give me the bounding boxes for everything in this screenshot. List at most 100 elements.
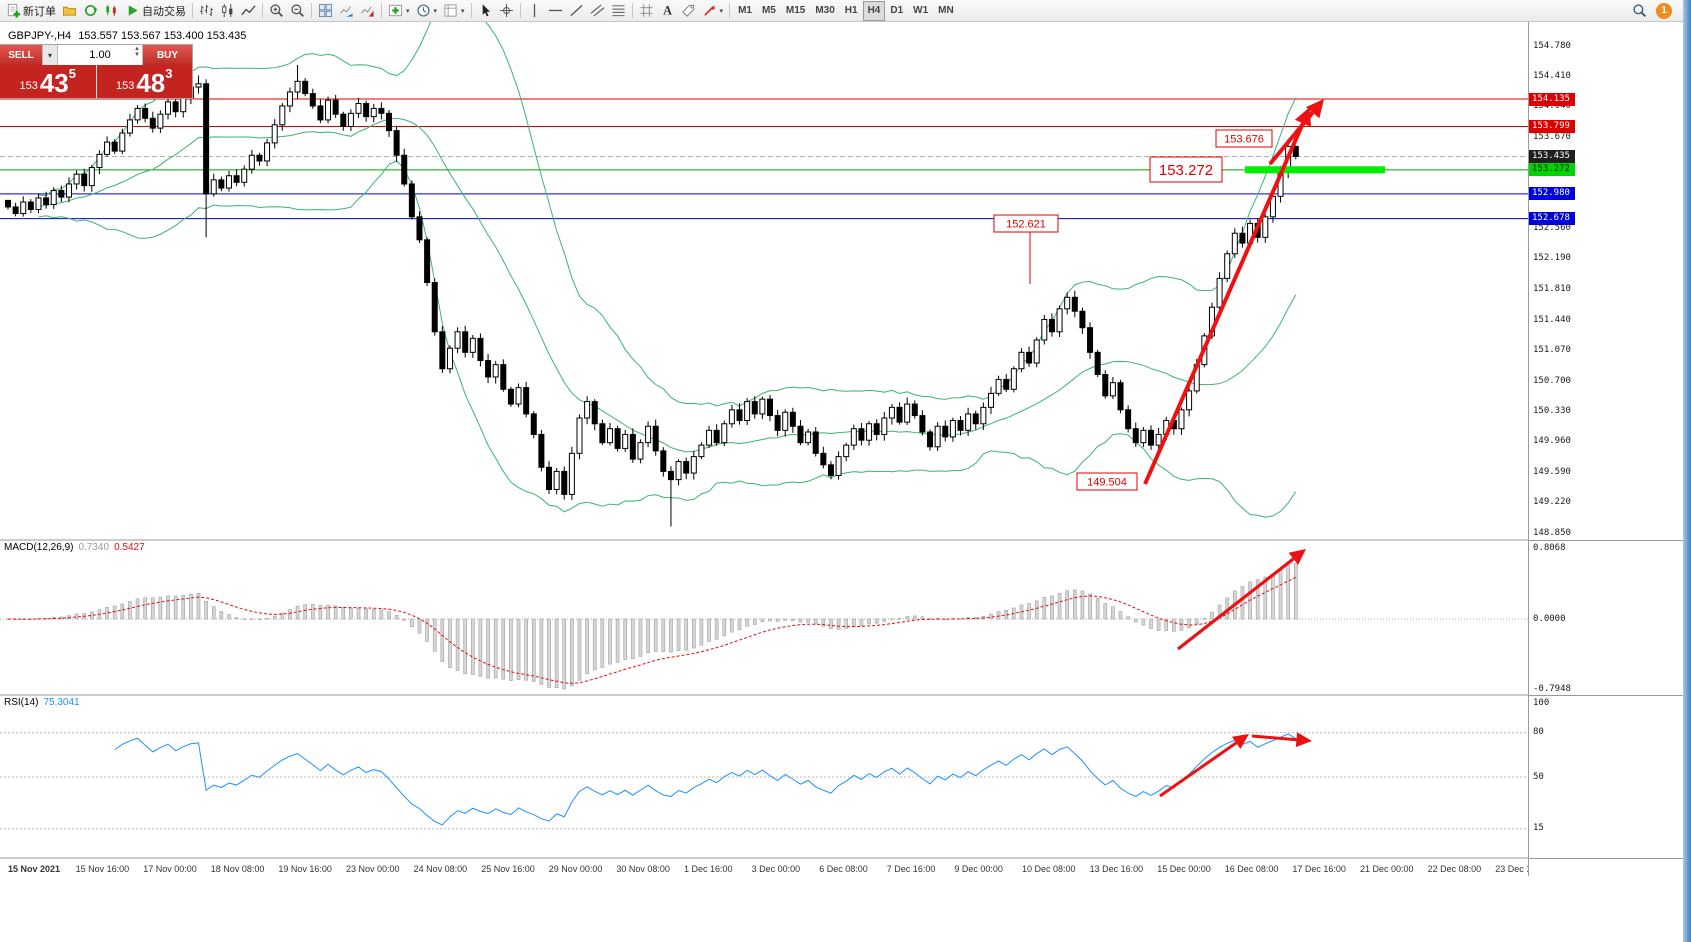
price-axis[interactable]: 154.780154.410154.040153.670153.300152.9… [1528, 22, 1683, 876]
svg-text:13 Dec 16:00: 13 Dec 16:00 [1090, 864, 1144, 874]
svg-text:17 Dec 16:00: 17 Dec 16:00 [1292, 864, 1346, 874]
new-order-button[interactable]: 新订单 [3, 1, 59, 21]
crosshair-button[interactable] [496, 1, 517, 21]
timeframe-h4-button[interactable]: H4 [862, 0, 886, 21]
price-axis-label: 153.670 [1533, 131, 1571, 142]
rsi-name: RSI(14) [4, 697, 39, 708]
sell-button[interactable]: SELL [0, 45, 42, 65]
templates-button[interactable]: ▾ [440, 1, 468, 21]
text-icon: A [660, 3, 675, 18]
line-chart-button[interactable] [238, 1, 259, 21]
price-axis-label: 152.560 [1533, 222, 1571, 233]
fibonacci-button[interactable] [608, 1, 629, 21]
autotrading-button[interactable]: 自动交易 [122, 1, 189, 21]
rsi-value: 75.3041 [43, 697, 80, 708]
price-axis-label: 148.850 [1533, 527, 1571, 538]
auto-scroll-button[interactable] [336, 1, 357, 21]
ohlc-values: 153.557 153.567 153.400 153.435 [78, 30, 247, 42]
crosshair-icon [499, 3, 514, 18]
timeframe-m5-button[interactable]: M5 [757, 1, 781, 21]
volume-up-button[interactable]: ▲ [134, 46, 140, 52]
timeframe-m15-button[interactable]: M15 [781, 1, 810, 21]
price-badge-153.435: 153.435 [1529, 150, 1575, 163]
trendline-icon [569, 3, 584, 18]
periods-button[interactable]: ▾ [413, 1, 441, 21]
timeframe-d1-button[interactable]: D1 [885, 1, 908, 21]
price-annotation[interactable]: 153.676 [1215, 129, 1273, 148]
sell-price-display[interactable]: 153 43 5 [0, 65, 96, 98]
label-button[interactable] [678, 1, 699, 21]
autotrading-button-label: 自动交易 [142, 5, 186, 18]
one-click-dropdown-button[interactable]: ▾ [42, 45, 58, 65]
refresh-icon [83, 3, 98, 18]
tile-windows-button[interactable] [315, 1, 336, 21]
volume-down-button[interactable]: ▼ [134, 52, 140, 58]
svg-text:23 Nov 00:00: 23 Nov 00:00 [346, 864, 400, 874]
grid-button[interactable] [636, 1, 657, 21]
auto-scroll-icon [339, 3, 354, 18]
chevron-down-icon: ▾ [406, 7, 410, 15]
profiles-button[interactable] [59, 1, 80, 21]
rsi-axis-label: 15 [1533, 823, 1544, 834]
arrows-button[interactable]: ▾ [699, 1, 727, 21]
template-icon [443, 3, 458, 18]
indicators-button[interactable]: ▾ [385, 1, 413, 21]
refresh-button[interactable] [80, 1, 101, 21]
horizontal-line-button[interactable] [545, 1, 566, 21]
chart-shift-button[interactable] [357, 1, 378, 21]
rsi-axis-label: 80 [1533, 727, 1544, 738]
price-annotation[interactable]: 149.504 [1076, 472, 1138, 491]
toolbar-separator [262, 3, 263, 18]
svg-text:16 Dec 08:00: 16 Dec 08:00 [1225, 864, 1279, 874]
timeframe-m1-button[interactable]: M1 [733, 1, 757, 21]
volume-value: 1.00 [89, 49, 111, 61]
timeframe-w1-button[interactable]: W1 [908, 1, 933, 21]
timeframe-mn-button[interactable]: MN [933, 1, 959, 21]
time-axis[interactable]: 15 Nov 2021 15 Nov 16:00 17 Nov 00:00 18 No… [8, 864, 1528, 874]
svg-text:25 Nov 16:00: 25 Nov 16:00 [481, 864, 535, 874]
zoom-out-button[interactable] [287, 1, 308, 21]
bar-chart-button[interactable] [196, 1, 217, 21]
price-axis-label: 154.780 [1533, 40, 1571, 51]
equidistant-channel-button[interactable] [587, 1, 608, 21]
zoom-in-button[interactable] [266, 1, 287, 21]
price-axis-label: 151.440 [1533, 314, 1571, 325]
cursor-icon [478, 3, 493, 18]
cursor-button[interactable] [475, 1, 496, 21]
chart-shift-icon [360, 3, 375, 18]
text-button[interactable]: A [657, 1, 678, 21]
window-right-edge [1683, 0, 1691, 942]
fibonacci-icon [611, 3, 626, 18]
arrow-shapes-icon [702, 3, 717, 18]
svg-text:10 Dec 08:00: 10 Dec 08:00 [1022, 864, 1076, 874]
price-annotation[interactable]: 152.621 [993, 214, 1059, 284]
svg-text:153.676: 153.676 [1224, 134, 1264, 146]
notification-badge[interactable]: 1 [1656, 2, 1672, 19]
volume-field[interactable]: 1.00 ▲ ▼ [58, 45, 143, 65]
candlestick-icon [220, 3, 235, 18]
search-button[interactable] [1629, 1, 1650, 21]
support-zone-highlight[interactable] [1245, 166, 1385, 174]
candlestick-chart-button[interactable] [217, 1, 238, 21]
chart-canvas[interactable]: 15 Nov 2021 15 Nov 16:00 17 Nov 00:00 18 No… [0, 22, 1528, 876]
timeframe-m30-button[interactable]: M30 [810, 1, 839, 21]
price-annotation[interactable]: 153.272 [1149, 156, 1223, 183]
toolbar-separator [192, 3, 193, 18]
buy-price-prefix: 153 [115, 80, 135, 93]
one-click-prices: 153 43 5 153 48 3 [0, 65, 192, 98]
trendline-button[interactable] [566, 1, 587, 21]
history-center-button[interactable] [101, 1, 122, 21]
add-indicator-icon [388, 3, 403, 18]
trend-arrows[interactable] [1143, 99, 1324, 798]
timeframe-h1-button[interactable]: H1 [840, 1, 863, 21]
label-icon [681, 3, 696, 18]
buy-price-sup: 3 [165, 66, 173, 81]
svg-text:24 Nov 08:00: 24 Nov 08:00 [414, 864, 468, 874]
price-badge-153.272: 153.272 [1529, 163, 1575, 177]
buy-price-display[interactable]: 153 48 3 [97, 65, 193, 98]
vertical-line-button[interactable] [524, 1, 545, 21]
buy-button[interactable]: BUY [143, 45, 192, 65]
svg-text:21 Dec 00:00: 21 Dec 00:00 [1360, 864, 1414, 874]
svg-text:19 Nov 16:00: 19 Nov 16:00 [278, 864, 332, 874]
